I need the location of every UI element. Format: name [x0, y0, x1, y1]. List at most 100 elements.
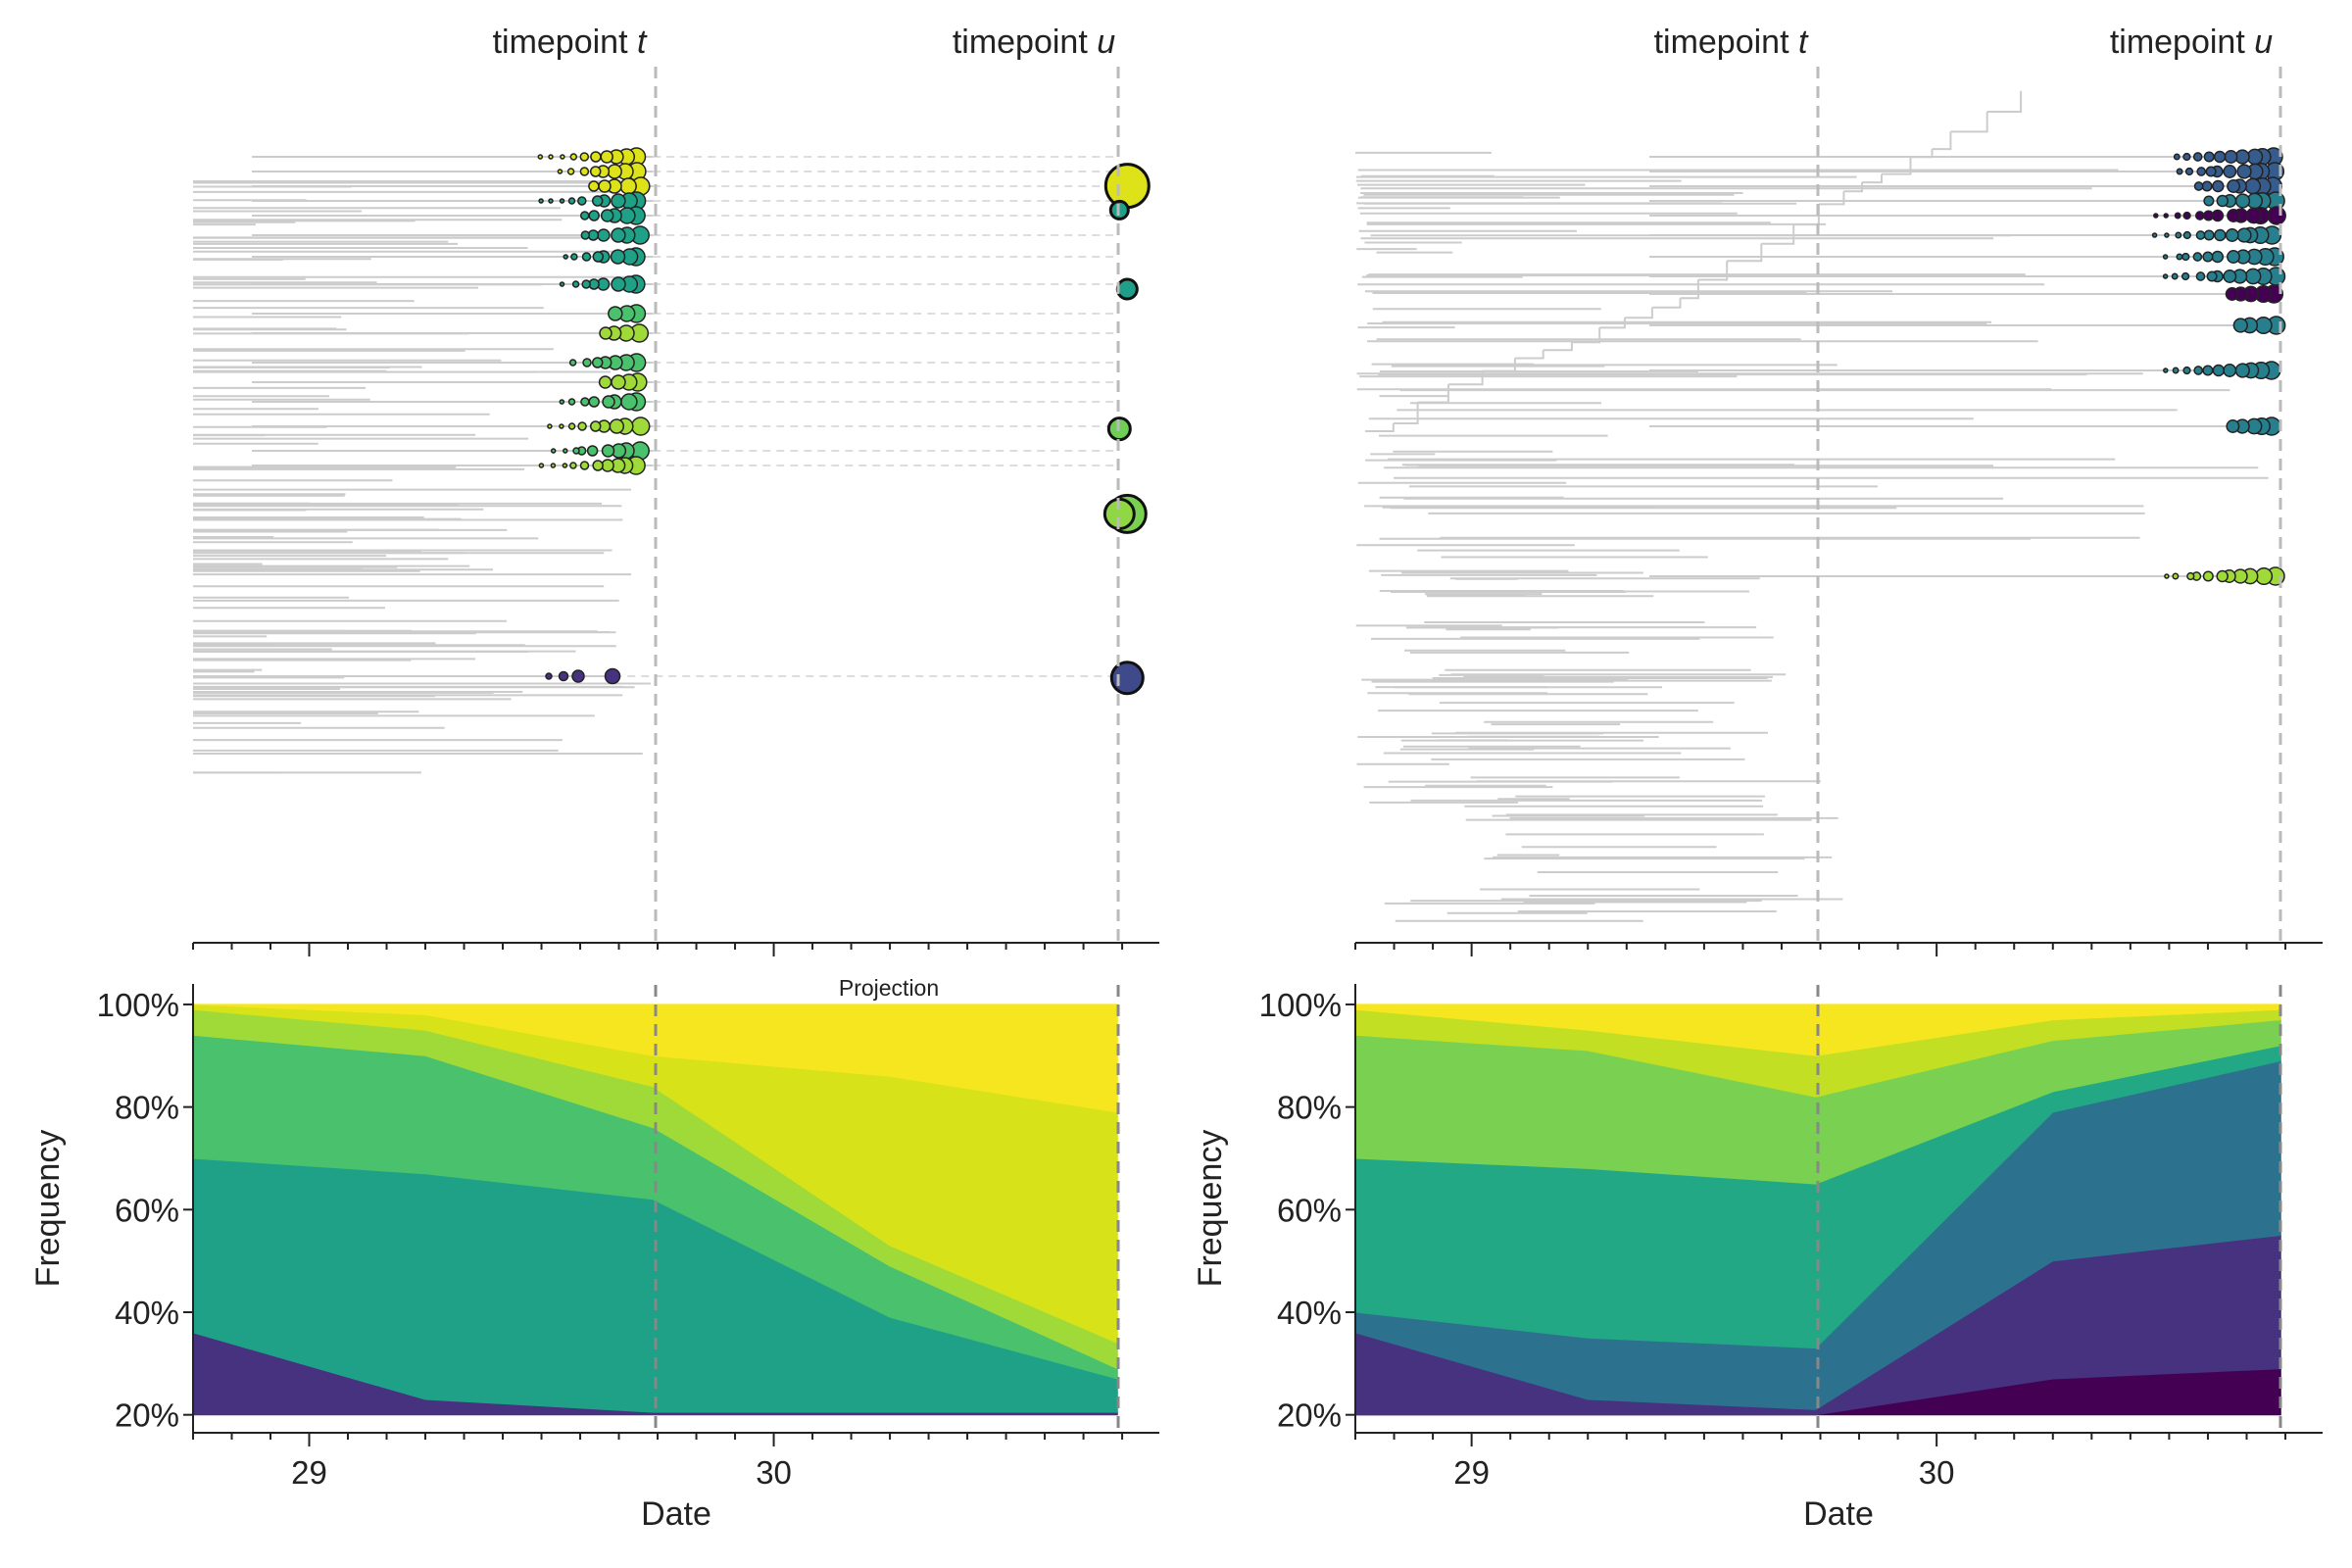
tree-backbone	[1571, 327, 1601, 344]
tree-node	[2175, 231, 2182, 239]
tree-node	[2153, 213, 2159, 219]
tree-backbone	[1910, 149, 1934, 159]
tree-node	[567, 197, 576, 205]
y-tick-label: 40%	[1277, 1295, 1342, 1331]
tree-node	[586, 445, 599, 457]
right-y-axis-title: Frequency	[1192, 1130, 1229, 1288]
tree-backbone	[1447, 370, 1484, 386]
tree-node	[2227, 209, 2241, 222]
tree-node	[2151, 232, 2158, 238]
tree-backbone	[1543, 342, 1573, 352]
tree-node	[2182, 211, 2191, 220]
right-area-layers	[1354, 1004, 2281, 1416]
tree-node	[579, 167, 590, 176]
tree-node	[2223, 364, 2237, 377]
tree-node	[2173, 153, 2180, 161]
tree-node	[581, 279, 591, 289]
tree-backbone	[1761, 224, 1795, 245]
tree-node	[571, 280, 580, 288]
x-tick-label: 29	[1453, 1454, 1490, 1491]
right-panel: timepoint t timepoint u 20% 40% 60% 80% 100%…	[1192, 24, 2323, 1533]
left-panel: timepoint t timepoint u Projection 20% 40…	[29, 24, 1159, 1533]
tree-node	[2214, 228, 2227, 242]
right-y-ticks: 20% 40% 60% 80% 100%	[1259, 987, 1355, 1434]
tree-node	[2216, 194, 2230, 208]
tree-node	[2162, 273, 2169, 279]
left-x-axis-title: Date	[641, 1495, 711, 1533]
tree-node	[588, 180, 600, 192]
tree-node	[2202, 365, 2214, 376]
tree-node	[2226, 419, 2240, 433]
tree-node	[602, 395, 615, 409]
tree-backbone	[1417, 384, 1449, 404]
tree-backbone	[1482, 358, 1516, 372]
tree-node	[538, 463, 545, 468]
tree-node	[2192, 152, 2203, 162]
tree-node	[579, 461, 590, 470]
tree-node	[567, 398, 576, 406]
x-tick-label: 30	[756, 1454, 792, 1491]
left-tree	[193, 147, 1151, 774]
tree-node	[589, 420, 602, 432]
tree-node	[607, 164, 622, 179]
tree-node	[2180, 271, 2190, 281]
tree-node	[566, 168, 575, 175]
tree-node	[2182, 230, 2191, 240]
tree-backbone	[1950, 112, 1988, 133]
tree-node	[2212, 364, 2226, 377]
tree-node	[601, 459, 614, 472]
tree-node	[548, 198, 554, 204]
tree-node	[559, 399, 565, 405]
tree-node	[608, 306, 623, 321]
tree-node	[2245, 207, 2263, 224]
y-tick-label: 60%	[115, 1192, 179, 1228]
left-tree-x-axis	[192, 942, 1159, 956]
tree-backbone	[1680, 279, 1699, 300]
tree-node	[2203, 151, 2215, 163]
tree-node	[563, 254, 568, 260]
tree-backbone	[1727, 243, 1763, 263]
tree-node	[2172, 367, 2180, 374]
left-tree-ticks	[192, 943, 1124, 956]
tree-node	[577, 421, 587, 431]
tree-node	[2195, 271, 2206, 281]
tree-node	[2163, 213, 2169, 219]
tree-node	[2206, 270, 2218, 282]
tree-backbone	[1365, 423, 1395, 432]
tree-node	[2171, 272, 2179, 280]
tree-node	[2164, 232, 2170, 238]
tree-node	[2202, 570, 2214, 582]
tree-backbone	[1697, 261, 1729, 281]
tree-node	[2225, 228, 2239, 242]
tree-backbone	[1932, 131, 1952, 151]
tree-node	[2201, 180, 2213, 192]
right-x-ticks: 29 30	[1354, 1433, 2287, 1491]
tree-node	[2267, 206, 2286, 225]
tree-node	[2212, 179, 2225, 193]
tree-node	[2234, 193, 2251, 209]
tree-node	[2182, 366, 2191, 375]
tree-node	[550, 448, 557, 454]
tree-node	[591, 357, 604, 368]
tree-node	[611, 227, 626, 243]
left-y-axis-title: Frequency	[29, 1130, 67, 1288]
tree-node	[547, 423, 553, 429]
tree-backbone	[1882, 157, 1912, 175]
tree-node	[2225, 287, 2239, 301]
right-x-axis-title: Date	[1803, 1495, 1874, 1533]
tree-node	[2181, 252, 2190, 262]
tree-node	[538, 198, 544, 204]
right-tree-nodes	[2151, 147, 2286, 586]
tree-node	[2172, 572, 2180, 580]
y-tick-label: 60%	[1277, 1192, 1342, 1228]
tree-node	[2176, 253, 2183, 261]
y-tick-label: 20%	[115, 1397, 179, 1434]
tree-backbone	[1393, 402, 1419, 424]
tree-backbone	[1651, 298, 1682, 309]
projected-tip-node	[1109, 661, 1145, 696]
right-timepoint-u-label: timepoint u	[2110, 24, 2273, 61]
tree-node	[2223, 165, 2237, 178]
tree-node	[569, 462, 577, 469]
tree-node	[2196, 167, 2207, 176]
right-frequency-chart: 20% 40% 60% 80% 100% 29 30 Date Frequency	[1192, 984, 2323, 1533]
